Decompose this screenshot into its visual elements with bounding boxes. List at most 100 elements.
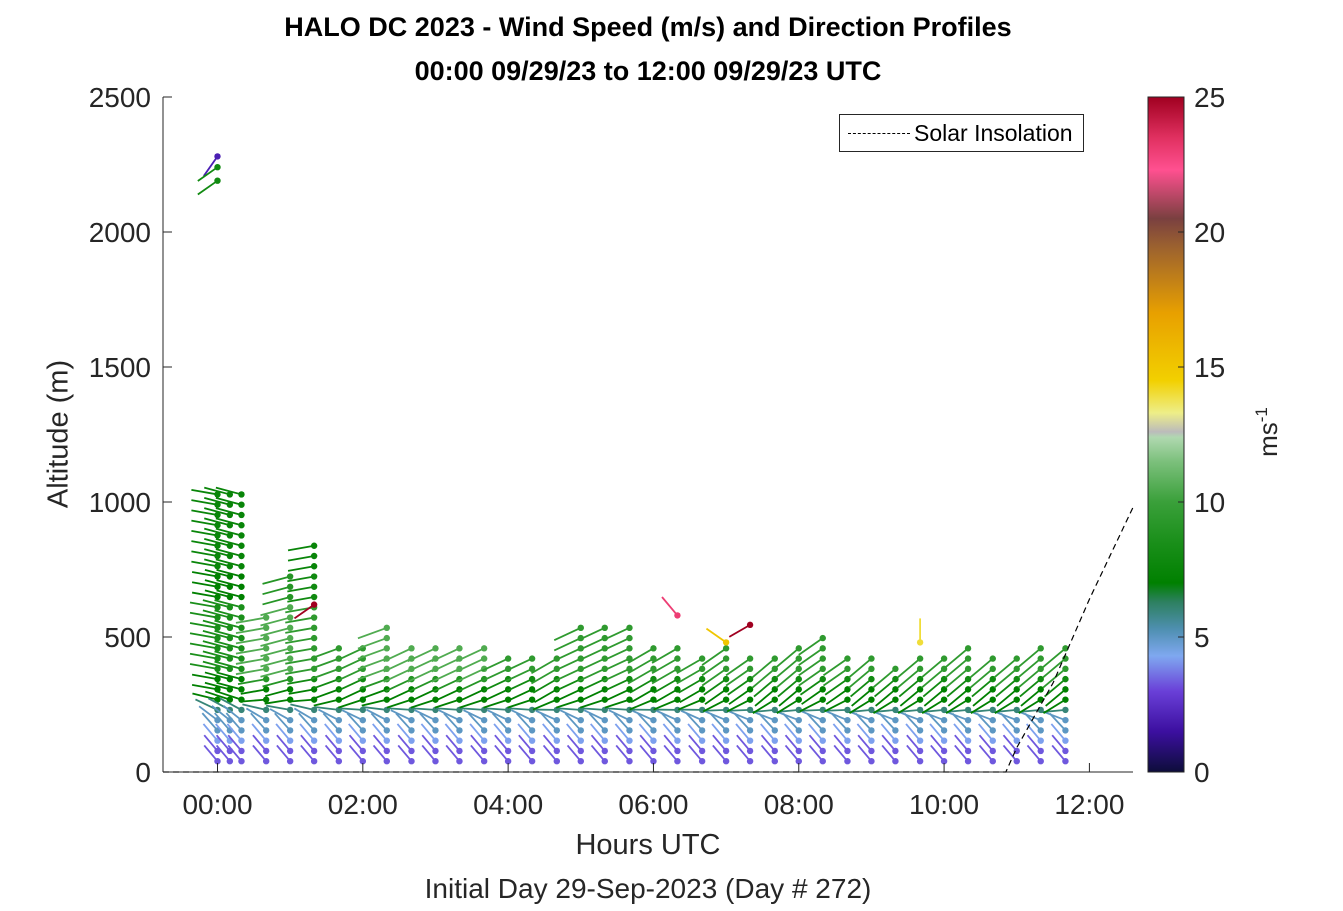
wind-barb — [627, 645, 657, 664]
wind-barb — [970, 696, 996, 714]
wind-barb-dot — [238, 542, 245, 549]
wind-barb-shaft — [463, 709, 485, 721]
wind-barb-dot — [553, 758, 561, 765]
wind-barb-shaft — [468, 712, 485, 732]
wind-barb-shaft — [215, 558, 242, 568]
wind-barb-dot — [226, 675, 234, 683]
wind-barb-shaft — [776, 711, 800, 722]
wind-barb-dot — [795, 727, 802, 734]
wind-barb-shaft — [288, 698, 315, 703]
wind-barb-shaft — [798, 657, 824, 677]
wind-barb-dot — [1062, 686, 1069, 693]
wind-barb-dot — [795, 675, 802, 683]
wind-barb-shaft — [204, 568, 231, 578]
wind-barb-shaft — [324, 744, 340, 762]
wind-barb — [274, 712, 294, 734]
wind-barb-dot — [504, 716, 512, 724]
wind-barb-shaft — [736, 734, 751, 752]
wind-barb-shaft — [579, 678, 606, 692]
wind-barb — [602, 624, 633, 642]
wind-barb-shaft — [905, 723, 921, 742]
wind-barb — [615, 744, 633, 765]
wind-barb — [906, 734, 924, 755]
wind-barb-dot — [674, 645, 681, 652]
wind-barb-shaft — [287, 596, 315, 603]
wind-barb — [515, 712, 536, 734]
wind-barb-dot — [795, 758, 802, 765]
wind-barb-shaft — [338, 698, 364, 709]
wind-barb-dot — [335, 737, 343, 744]
wind-barb-dot — [722, 655, 730, 662]
wind-barb — [276, 744, 294, 765]
wind-barb-shaft — [260, 647, 291, 658]
wind-barb-dot — [408, 696, 415, 703]
wind-barb-shaft — [494, 744, 509, 762]
wind-barb-shaft — [1042, 647, 1067, 668]
wind-barb-dot — [698, 665, 706, 673]
wind-barb-dot — [1037, 737, 1044, 744]
wind-barb — [1026, 744, 1044, 765]
wind-barb — [848, 655, 875, 679]
wind-barb — [753, 675, 778, 698]
colorbar-tick-label: 25 — [1194, 82, 1225, 113]
wind-barb-shaft — [214, 640, 242, 650]
wind-barb-shaft — [459, 707, 485, 711]
y-tick-label: 2000 — [89, 217, 151, 248]
wind-barb-shaft — [414, 709, 436, 721]
wind-barb-shaft — [287, 575, 315, 583]
wind-barb-dot — [226, 542, 234, 549]
wind-barb — [954, 734, 972, 755]
wind-barb-dot — [238, 532, 245, 539]
wind-barb-shaft — [704, 710, 727, 721]
wind-barb — [407, 645, 439, 663]
wind-barb-shaft — [204, 548, 231, 557]
wind-barb-shaft — [219, 697, 242, 711]
wind-barb — [651, 665, 681, 685]
wind-barb-dot — [528, 665, 536, 673]
wind-barb-shaft — [808, 734, 824, 752]
wind-barb-shaft — [276, 744, 291, 762]
wind-barb-shaft — [287, 678, 315, 685]
wind-barb — [287, 563, 318, 572]
wind-barb-shaft — [879, 712, 897, 732]
wind-barb-shaft — [216, 579, 242, 588]
wind-barb-shaft — [701, 657, 727, 677]
wind-barb-shaft — [604, 678, 630, 692]
wind-barb-dot — [650, 747, 657, 755]
wind-barb-shaft — [754, 688, 776, 707]
wind-barb-shaft — [518, 734, 533, 752]
wind-barb-shaft — [946, 678, 969, 698]
wind-barb — [727, 675, 754, 696]
wind-barb — [463, 709, 488, 724]
wind-barb-shaft — [390, 709, 412, 721]
wind-barb-dot — [226, 604, 234, 611]
wind-barb-dot — [1062, 665, 1069, 673]
wind-barb-shaft — [518, 744, 533, 762]
wind-barb-shaft — [455, 647, 485, 663]
wind-barb-dot — [408, 716, 415, 724]
wind-barb-dot — [1037, 727, 1044, 734]
wind-barb-dot — [819, 665, 826, 673]
wind-barb-dot — [626, 737, 633, 744]
wind-barb-dot — [238, 675, 245, 683]
wind-barb — [784, 723, 802, 744]
wind-barb-shaft — [470, 744, 485, 762]
wind-barb — [857, 744, 875, 765]
wind-barb-dot — [383, 727, 390, 734]
wind-barb-dot — [504, 758, 512, 765]
wind-barb-shaft — [801, 688, 824, 705]
wind-barb — [1024, 712, 1044, 734]
wind-barb-shaft — [663, 744, 679, 762]
wind-barb — [905, 723, 924, 744]
wind-barb — [1042, 665, 1069, 689]
wind-barb — [605, 686, 633, 702]
wind-barb — [262, 593, 294, 606]
wind-barb-dot — [868, 696, 875, 703]
wind-barb-shaft — [873, 711, 896, 722]
wind-barb-dot — [310, 583, 318, 590]
wind-barb-shaft — [728, 710, 751, 721]
wind-barb-shaft — [507, 678, 533, 692]
wind-barb-shaft — [215, 517, 242, 527]
wind-barb-dot — [795, 686, 802, 693]
